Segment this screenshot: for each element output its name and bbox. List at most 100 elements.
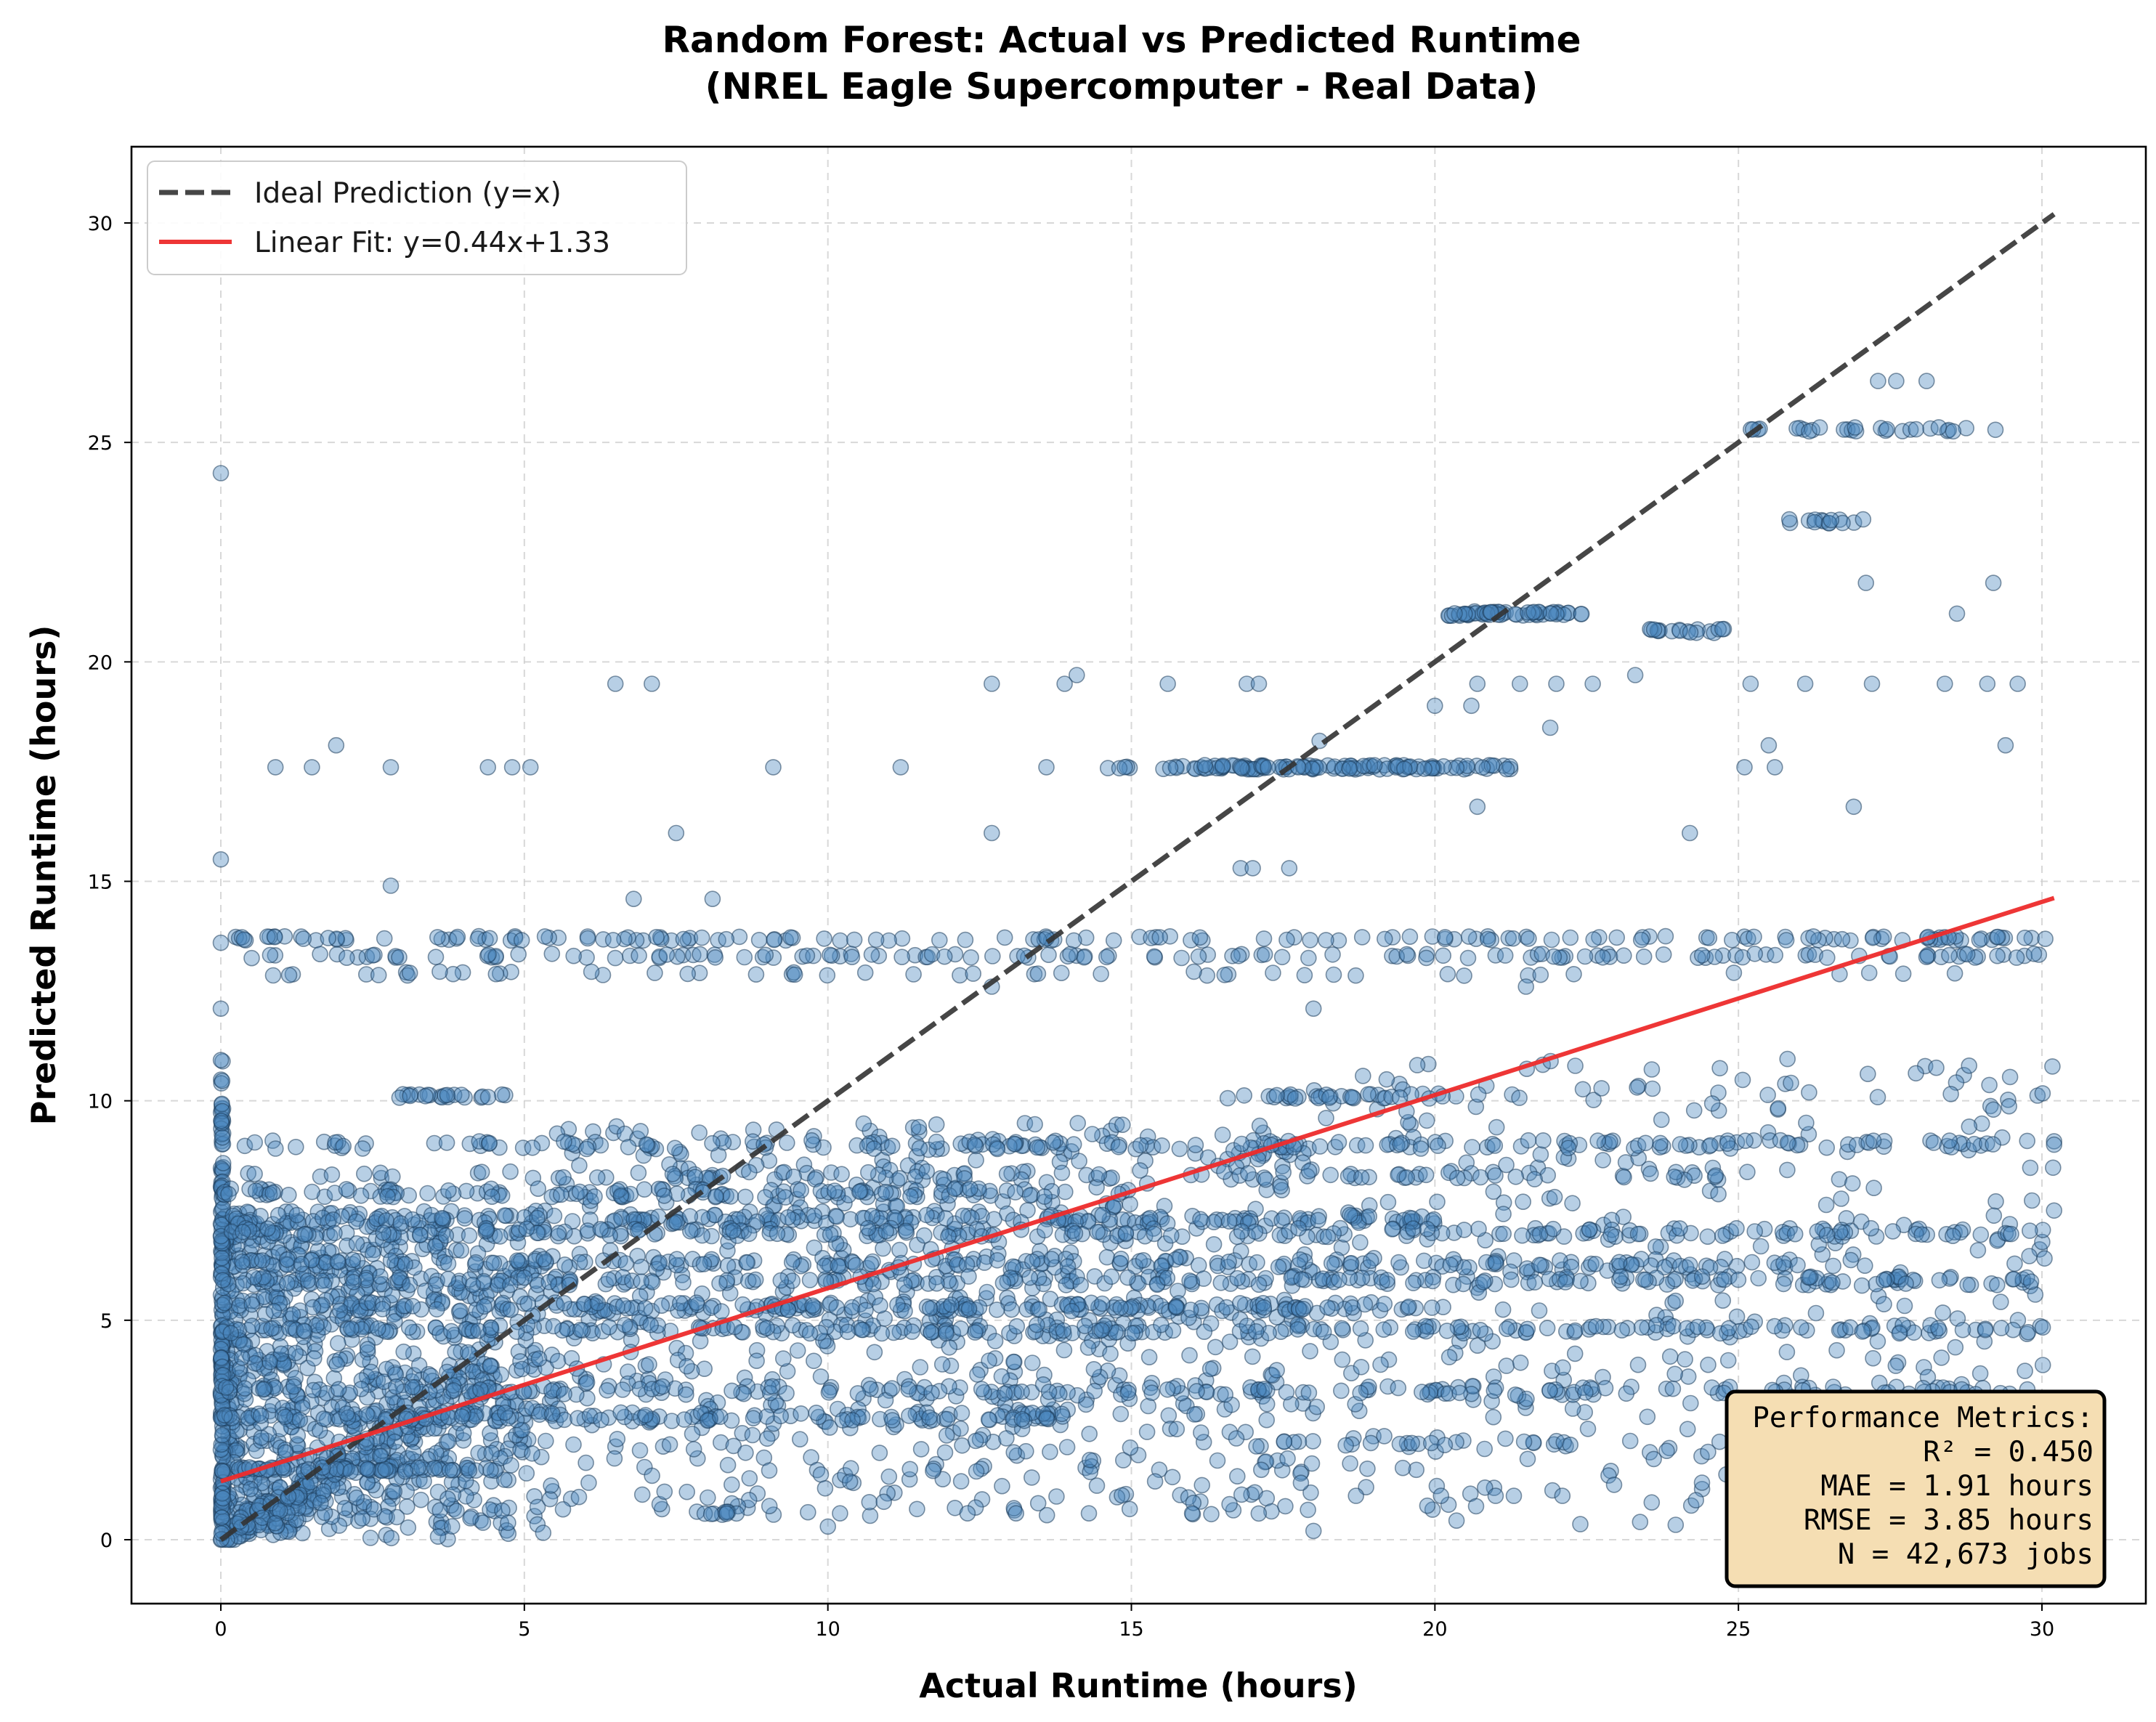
- data-point: [606, 1450, 623, 1467]
- data-point: [405, 1444, 422, 1461]
- data-point: [387, 1366, 405, 1383]
- data-point: [1203, 1506, 1220, 1523]
- data-point: [1168, 1299, 1185, 1315]
- data-point: [353, 1372, 370, 1389]
- data-point: [1661, 1348, 1679, 1365]
- data-point: [1151, 929, 1168, 946]
- data-point: [321, 1227, 339, 1245]
- data-point: [747, 966, 765, 983]
- data-point: [275, 1355, 293, 1372]
- data-point: [952, 1320, 969, 1337]
- data-point: [247, 1182, 264, 1199]
- data-point: [1487, 1254, 1504, 1271]
- data-point: [378, 1360, 395, 1378]
- data-point: [1642, 1165, 1659, 1182]
- data-point: [1972, 1226, 1990, 1243]
- data-point: [1937, 675, 1953, 692]
- data-point: [708, 1187, 724, 1205]
- data-point: [464, 1276, 482, 1293]
- data-point: [1233, 1135, 1250, 1153]
- data-point: [1629, 1356, 1647, 1373]
- data-point: [1296, 967, 1313, 983]
- data-point: [359, 1461, 376, 1478]
- data-point: [1543, 931, 1560, 949]
- data-point: [1228, 1430, 1245, 1447]
- data-point: [1398, 946, 1415, 963]
- data-point: [648, 929, 665, 946]
- data-point: [816, 1480, 834, 1497]
- data-point: [1182, 1301, 1199, 1318]
- data-point: [1555, 1359, 1571, 1376]
- data-point: [994, 1477, 1010, 1495]
- data-point: [1409, 1057, 1426, 1073]
- data-point: [362, 1510, 379, 1527]
- data-point: [1322, 1166, 1339, 1184]
- data-point: [1058, 1439, 1076, 1455]
- data-point: [1379, 1193, 1397, 1211]
- data-point: [860, 1163, 877, 1181]
- data-point: [236, 1380, 254, 1397]
- data-point: [1548, 675, 1565, 692]
- data-point: [1084, 1126, 1101, 1142]
- data-point: [1665, 1317, 1682, 1335]
- data-point: [1971, 1365, 1989, 1382]
- data-point: [1219, 1089, 1236, 1107]
- data-point: [923, 1384, 940, 1402]
- data-point: [1503, 1271, 1520, 1288]
- data-point: [1474, 759, 1491, 776]
- data-point: [1685, 1102, 1703, 1119]
- data-point: [214, 1155, 232, 1171]
- data-point: [740, 1225, 758, 1243]
- data-point: [671, 1295, 689, 1312]
- data-point: [330, 1381, 347, 1398]
- data-point: [1276, 1433, 1292, 1450]
- data-point: [328, 1461, 345, 1478]
- data-point: [656, 1483, 673, 1500]
- data-point: [556, 1386, 572, 1402]
- data-point: [1024, 1253, 1041, 1270]
- data-point: [1945, 423, 1962, 440]
- data-point: [1277, 1498, 1294, 1515]
- data-point: [493, 1086, 511, 1103]
- data-point: [543, 1477, 559, 1494]
- data-point: [1565, 966, 1582, 983]
- data-point: [1989, 1277, 2006, 1293]
- data-point: [1865, 1179, 1882, 1196]
- data-point: [678, 1386, 694, 1403]
- data-point: [1162, 760, 1179, 776]
- chart-title: Random Forest: Actual vs Predicted Runti…: [662, 19, 1581, 61]
- data-point: [289, 1427, 307, 1444]
- data-point: [1069, 667, 1085, 683]
- data-point: [500, 1514, 516, 1531]
- data-point: [1293, 1271, 1310, 1288]
- data-point: [925, 1462, 941, 1479]
- data-point: [1076, 949, 1093, 966]
- data-point: [688, 1294, 705, 1311]
- data-point: [1081, 1426, 1098, 1442]
- data-point: [1302, 1343, 1318, 1360]
- data-point: [1833, 930, 1851, 948]
- data-point: [442, 1323, 460, 1340]
- data-point: [364, 1246, 381, 1262]
- data-point: [1472, 1169, 1489, 1186]
- data-point: [338, 949, 355, 966]
- data-point: [1066, 932, 1082, 949]
- data-point: [1476, 1440, 1493, 1458]
- data-point: [599, 1382, 615, 1399]
- data-point: [1248, 1438, 1265, 1455]
- data-point: [1700, 1356, 1717, 1373]
- data-point: [1159, 1270, 1176, 1286]
- data-point: [214, 1272, 231, 1288]
- data-point: [1934, 1304, 1951, 1321]
- data-point: [481, 1134, 498, 1152]
- data-point: [1423, 1434, 1440, 1452]
- data-point: [1728, 1219, 1745, 1237]
- data-point: [2025, 946, 2043, 962]
- data-point: [463, 1479, 480, 1496]
- data-point: [272, 1345, 290, 1362]
- data-point: [429, 1528, 447, 1545]
- data-point: [808, 1405, 824, 1421]
- data-point: [1244, 1348, 1261, 1365]
- data-point: [675, 930, 692, 948]
- data-point: [1270, 1259, 1287, 1275]
